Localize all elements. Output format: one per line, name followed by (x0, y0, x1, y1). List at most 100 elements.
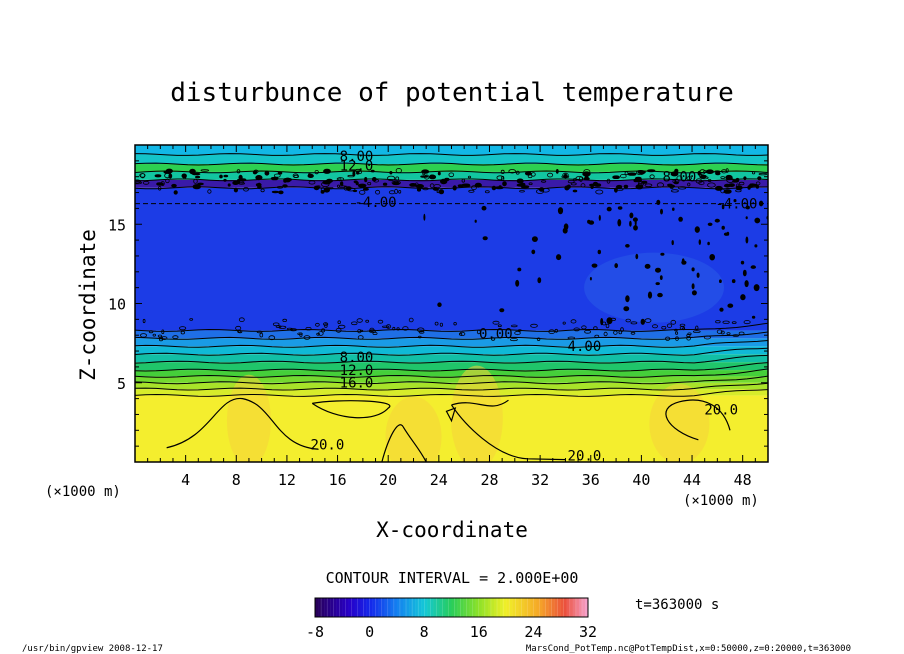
noise-dot (726, 231, 730, 236)
noise-cell (307, 173, 314, 178)
colorbar-cell (539, 597, 543, 618)
noise-cell (140, 173, 146, 179)
noise-cell (728, 183, 735, 188)
noise-cell (459, 332, 463, 336)
colorbar-cell (451, 598, 455, 617)
x-unit-left: (×1000 m) (45, 484, 121, 500)
noise-cell (623, 184, 629, 189)
noise-cell (570, 319, 577, 324)
colorbar-cell (396, 598, 401, 617)
noise-dot (515, 279, 520, 287)
contour-line-12 (135, 170, 768, 174)
noise-dot (719, 279, 722, 284)
noise-cell (433, 184, 441, 189)
footer-right: MarsCond_PotTemp.nc@PotTempDist,x=0:5000… (526, 644, 851, 654)
noise-cell (562, 172, 569, 178)
time-label: t=363000 s (635, 597, 719, 613)
noise-cell (173, 190, 178, 195)
noise-dot (655, 282, 660, 286)
colorbar-cell (330, 598, 334, 617)
noise-dot (629, 220, 632, 227)
noise-cell (356, 318, 363, 323)
contour-label-3: -4.00 (354, 195, 396, 211)
x-tick-label: 16 (329, 471, 347, 489)
y-tick-label: 15 (108, 216, 126, 234)
noise-dot (751, 315, 756, 319)
noise-dot (745, 216, 748, 220)
colorbar-cell (345, 597, 349, 618)
colorbar-cell (320, 597, 325, 618)
noise-cell (402, 326, 409, 331)
noise-cell (438, 189, 445, 195)
noise-cell (644, 183, 653, 188)
layer-6 (135, 354, 768, 363)
colorbar-cell (442, 597, 446, 618)
noise-dot (727, 303, 734, 308)
noise-cell (424, 174, 430, 180)
noise-cell (408, 317, 414, 323)
noise-cell (200, 169, 209, 172)
noise-dot (531, 249, 536, 255)
noise-dot (691, 283, 695, 290)
noise-cell (547, 172, 554, 178)
noise-dot (750, 265, 756, 269)
noise-cell (743, 320, 751, 325)
colorbar-cell (524, 598, 528, 617)
noise-dot (754, 217, 761, 224)
noise-cell (687, 182, 691, 187)
noise-cell (160, 336, 168, 341)
noise-dot (617, 219, 622, 227)
noise-cell (377, 319, 384, 324)
noise-cell (720, 176, 726, 180)
noise-cell (619, 174, 627, 179)
noise-dot (742, 269, 747, 277)
noise-dot (499, 308, 505, 313)
noise-cell (227, 183, 231, 187)
noise-cell (278, 325, 287, 329)
noise-cell (422, 172, 426, 176)
colorbar-cell (405, 597, 410, 618)
contour-loop-0 (166, 397, 319, 450)
noise-dot (633, 225, 638, 231)
noise-cell (396, 327, 400, 331)
noise-cell (428, 174, 437, 180)
x-tick-label: 28 (480, 471, 498, 489)
noise-cell (670, 319, 677, 325)
x-tick-label: 8 (232, 471, 241, 489)
colorbar-cell (581, 597, 586, 618)
colorbar-tick-label: 8 (420, 623, 429, 641)
noise-cell (679, 323, 686, 327)
x-tick-label: 12 (278, 471, 296, 489)
noise-cell (575, 175, 584, 181)
chart-title: disturbunce of potential temperature (170, 78, 734, 108)
noise-cell (375, 189, 381, 195)
noise-cell (362, 187, 369, 191)
colorbar-cell (530, 598, 534, 617)
noise-cell (516, 183, 525, 187)
plot-area (135, 145, 768, 462)
noise-cell (572, 189, 578, 193)
noise-cell (723, 189, 732, 194)
noise-cell (675, 331, 679, 335)
colorbar-cell (557, 597, 562, 618)
contour-label-8: 12.0 (340, 363, 374, 379)
colorbar-cell (566, 598, 571, 617)
colorbar-cell (318, 598, 322, 617)
noise-cell (686, 333, 691, 338)
noise-dot (719, 307, 724, 312)
noise-cell (519, 190, 525, 193)
noise-cell (260, 188, 265, 193)
contour-loop-3 (451, 404, 566, 461)
contour-loop-5 (665, 399, 731, 441)
colorbar-tick-label: -8 (306, 623, 324, 641)
noise-cell (154, 174, 162, 178)
x-tick-label: 40 (632, 471, 650, 489)
noise-cell (282, 318, 288, 322)
y-axis-label: Z-coordinate (76, 229, 100, 381)
colorbar-cell (399, 597, 404, 618)
noise-dot (740, 294, 746, 301)
colorbar-cell (357, 597, 362, 618)
layer-2 (135, 382, 768, 390)
colorbar-cell (508, 597, 513, 618)
noise-cell (692, 330, 701, 333)
